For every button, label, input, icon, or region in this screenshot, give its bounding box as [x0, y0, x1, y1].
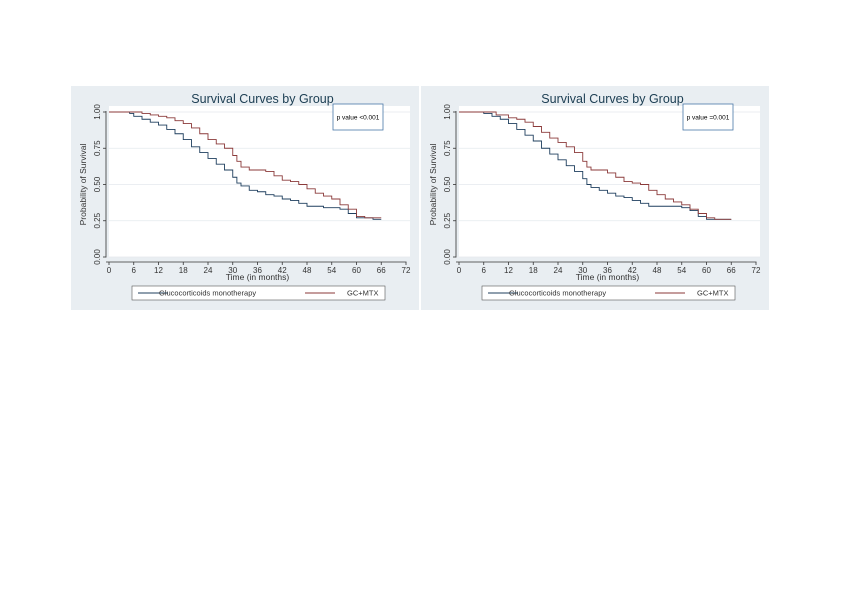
- x-tick-label: 24: [554, 266, 563, 275]
- x-tick-label: 60: [352, 266, 361, 275]
- y-tick-label: 0.75: [443, 140, 452, 156]
- survival-curve-gc-mtx: [109, 111, 382, 219]
- x-tick-label: 72: [402, 266, 411, 275]
- x-tick-label: 18: [179, 266, 188, 275]
- x-tick-label: 6: [482, 266, 487, 275]
- x-tick-label: 42: [278, 266, 287, 275]
- y-tick-label: 1.00: [443, 104, 452, 120]
- x-tick-label: 36: [253, 266, 262, 275]
- y-axis-label: Probability of Survival: [78, 144, 88, 226]
- x-tick-label: 60: [702, 266, 711, 275]
- p-value-text: p value <0.001: [337, 115, 380, 122]
- p-value-box: [682, 103, 734, 131]
- chart-title: Survival Curves by Group: [541, 92, 683, 106]
- x-tick-label: 18: [529, 266, 538, 275]
- y-axis-label: Probability of Survival: [428, 144, 438, 226]
- x-tick-label: 48: [303, 266, 312, 275]
- x-tick-label: 6: [132, 266, 137, 275]
- x-tick-label: 66: [727, 266, 736, 275]
- x-tick-label: 30: [228, 266, 237, 275]
- x-tick-label: 0: [107, 266, 112, 275]
- plot-area: [109, 106, 410, 257]
- chart-title: Survival Curves by Group: [191, 92, 333, 106]
- legend-box: [481, 285, 736, 301]
- x-axis-label: Time (in months): [576, 272, 640, 282]
- y-tick-label: 0.00: [443, 249, 452, 265]
- y-tick-label: 0.50: [93, 176, 102, 192]
- p-value-text: p value =0.001: [687, 115, 730, 122]
- y-tick-label: 1.00: [93, 104, 102, 120]
- x-tick-label: 48: [653, 266, 662, 275]
- legend-label: Glucocorticoids monotherapy: [509, 289, 606, 298]
- y-tick-label: 0.00: [93, 249, 102, 265]
- survival-chart-left: 0.00 0.25 0.50 0.75 1.00 0 6 12 18 24 30 36 42 48 54 60…: [71, 86, 419, 310]
- legend-label: GC+MTX: [347, 289, 378, 298]
- x-tick-label: 54: [327, 266, 336, 275]
- x-tick-label: 12: [504, 266, 513, 275]
- x-tick-label: 24: [204, 266, 213, 275]
- survival-curve-glucocorticoids-monotherapy: [459, 111, 732, 220]
- legend-box: [131, 285, 386, 301]
- y-tick-label: 0.75: [93, 140, 102, 156]
- chart-svg: 0.00 0.25 0.50 0.75 1.00 0 6 12 18 24 30 36 42 48 54 60…: [78, 92, 411, 301]
- survival-chart-right: 0.00 0.25 0.50 0.75 1.00 0 6 12 18 24 30 36 42 48 54 60…: [421, 86, 769, 310]
- legend-label: GC+MTX: [697, 289, 728, 298]
- x-tick-label: 42: [628, 266, 637, 275]
- x-axis-label: Time (in months): [226, 272, 290, 282]
- y-tick-label: 0.25: [93, 212, 102, 228]
- x-tick-label: 66: [377, 266, 386, 275]
- x-tick-label: 36: [603, 266, 612, 275]
- x-tick-label: 0: [457, 266, 462, 275]
- chart-svg: 0.00 0.25 0.50 0.75 1.00 0 6 12 18 24 30 36 42 48 54 60…: [428, 92, 761, 301]
- survival-curve-glucocorticoids-monotherapy: [109, 111, 382, 220]
- p-value-box: [332, 103, 384, 131]
- y-tick-label: 0.50: [443, 176, 452, 192]
- x-tick-label: 72: [752, 266, 761, 275]
- survival-curve-gc-mtx: [459, 111, 732, 220]
- x-tick-label: 54: [677, 266, 686, 275]
- x-tick-label: 30: [578, 266, 587, 275]
- plot-area: [459, 106, 760, 257]
- y-tick-label: 0.25: [443, 212, 452, 228]
- legend-label: Glucocorticoids monotherapy: [159, 289, 256, 298]
- x-tick-label: 12: [154, 266, 163, 275]
